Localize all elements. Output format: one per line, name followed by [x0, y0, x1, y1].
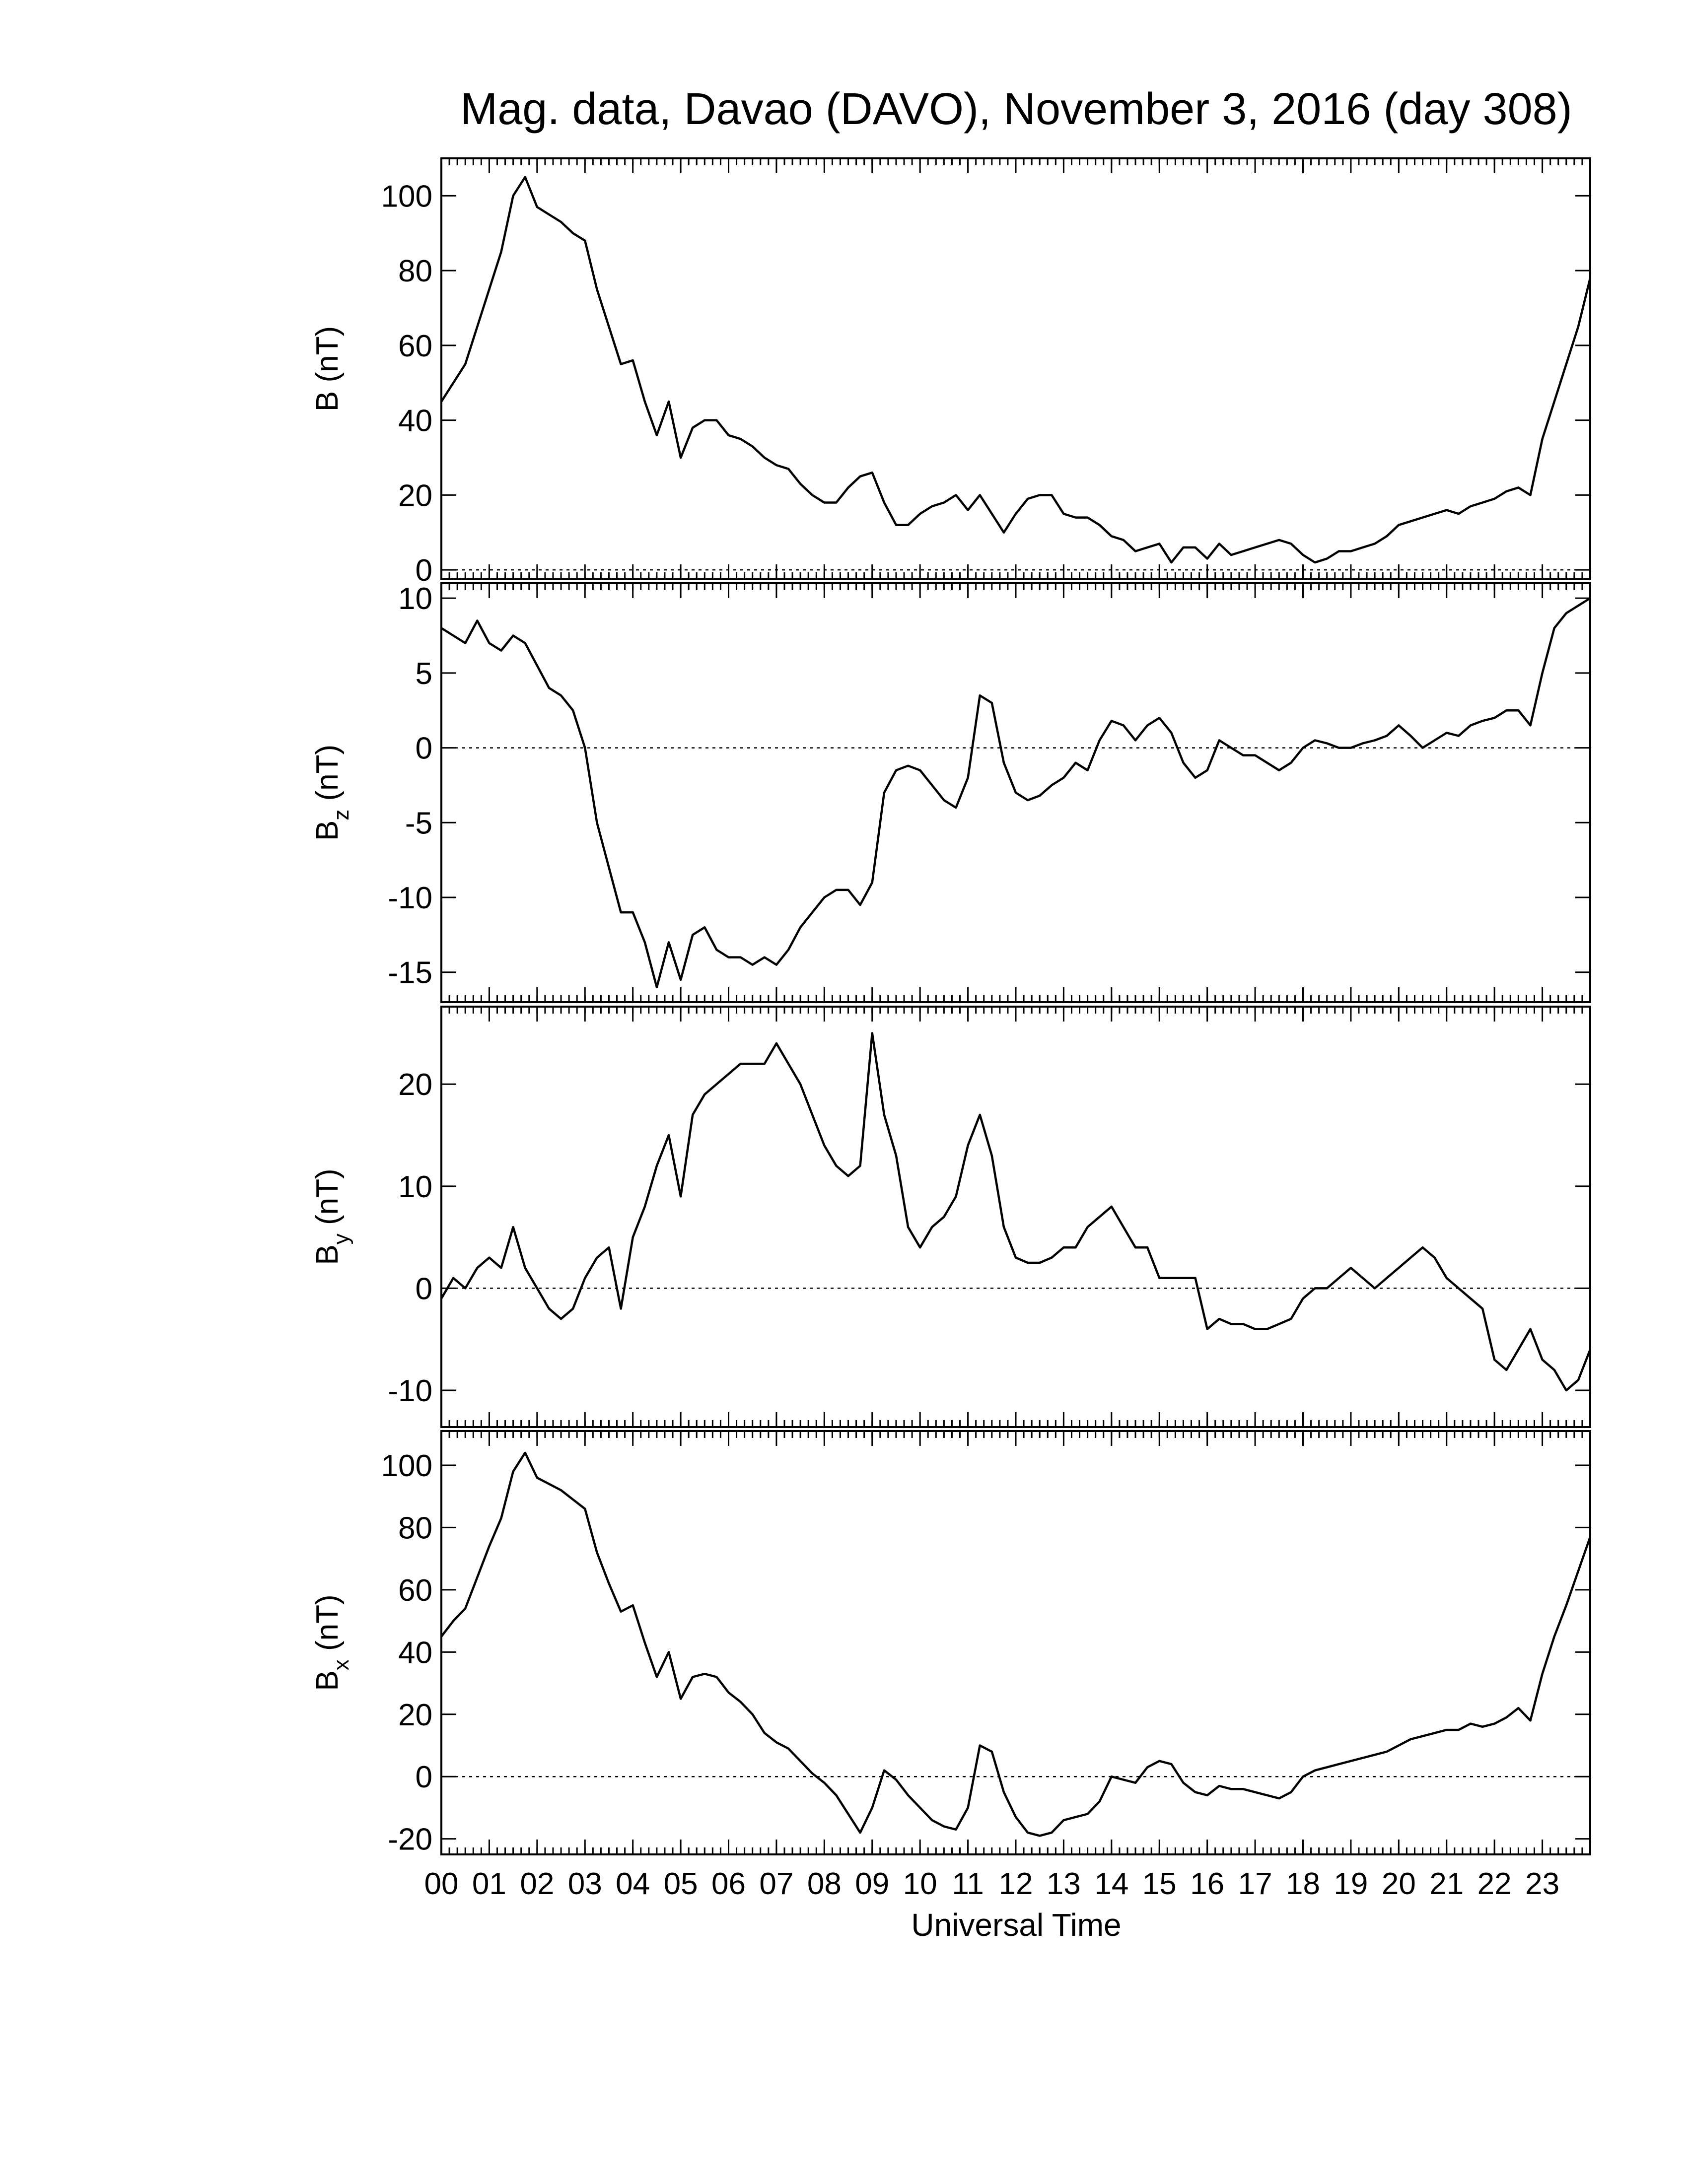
y-tick-label: 40 — [398, 404, 432, 438]
x-tick-label: 16 — [1190, 1867, 1224, 1901]
y-label-space — [310, 801, 345, 810]
x-tick-label: 23 — [1525, 1867, 1559, 1901]
data-line — [440, 176, 1592, 564]
y-label-unit: (nT) — [310, 1168, 345, 1225]
y-label-space — [310, 1225, 345, 1233]
x-tick-label: 14 — [1094, 1867, 1128, 1901]
chart-title: Mag. data, Davao (DAVO), November 3, 201… — [460, 84, 1572, 134]
y-tick-label: 20 — [398, 1068, 432, 1102]
y-tick-label: 100 — [381, 179, 432, 213]
x-tick-label: 12 — [999, 1867, 1033, 1901]
y-label-unit: (nT) — [310, 745, 345, 801]
y-tick-label: 60 — [398, 329, 432, 363]
x-tick-label: 17 — [1238, 1867, 1272, 1901]
y-tick-label: 20 — [398, 478, 432, 513]
plot-frame — [440, 157, 1591, 580]
y-label-main: B — [310, 391, 345, 411]
x-tick-label: 08 — [807, 1867, 842, 1901]
x-tick-label: 04 — [616, 1867, 650, 1901]
x-tick-label: 22 — [1477, 1867, 1512, 1901]
y-axis-label: Bz (nT) — [310, 745, 353, 841]
y-label-main: B — [310, 1670, 345, 1691]
x-tick-label: 01 — [472, 1867, 506, 1901]
y-tick-label: 20 — [398, 1698, 432, 1732]
y-label-space — [310, 383, 345, 391]
x-tick-label: 15 — [1142, 1867, 1177, 1901]
y-tick-label: 0 — [416, 1760, 432, 1794]
data-line — [440, 1451, 1592, 1837]
y-tick-label: 10 — [398, 582, 432, 616]
plot-frame — [440, 1430, 1591, 1855]
y-label-sub: x — [329, 1659, 353, 1670]
y-tick-label: -15 — [388, 956, 432, 990]
x-tick-label: 21 — [1429, 1867, 1464, 1901]
y-tick-label: 0 — [416, 732, 432, 766]
y-label-main: B — [310, 820, 345, 841]
data-line — [440, 597, 1591, 989]
x-tick-label: 07 — [759, 1867, 793, 1901]
y-tick-label: 0 — [416, 553, 432, 588]
x-tick-label: 19 — [1334, 1867, 1368, 1901]
y-tick-label: 100 — [381, 1449, 432, 1483]
y-tick-label: 0 — [416, 1272, 432, 1306]
x-tick-label: 06 — [711, 1867, 746, 1901]
x-axis-label: Universal Time — [911, 1907, 1121, 1943]
y-tick-label: 60 — [398, 1573, 432, 1608]
x-tick-label: 05 — [664, 1867, 698, 1901]
y-label-unit: (nT) — [310, 326, 345, 383]
x-tick-label: 13 — [1047, 1867, 1081, 1901]
y-tick-label: -10 — [388, 1374, 432, 1408]
y-axis-label: B (nT) — [310, 326, 345, 411]
y-tick-label: 40 — [398, 1636, 432, 1670]
x-tick-label: 10 — [903, 1867, 937, 1901]
x-tick-label: 11 — [952, 1867, 984, 1901]
x-tick-label: 00 — [424, 1867, 459, 1901]
y-tick-label: -20 — [388, 1823, 432, 1857]
y-axis-label: Bx (nT) — [310, 1594, 353, 1691]
x-tick-label: 18 — [1286, 1867, 1320, 1901]
y-tick-label: 5 — [416, 657, 432, 691]
y-tick-label: 80 — [398, 1511, 432, 1545]
x-tick-label: 02 — [520, 1867, 554, 1901]
x-tick-label: 09 — [855, 1867, 889, 1901]
y-tick-label: 80 — [398, 254, 432, 288]
y-label-unit: (nT) — [310, 1594, 345, 1651]
y-label-sub: z — [329, 810, 353, 820]
x-tick-label: 03 — [568, 1867, 602, 1901]
y-tick-label: -10 — [388, 881, 432, 915]
x-tick-label: 20 — [1382, 1867, 1416, 1901]
y-tick-label: 10 — [398, 1170, 432, 1204]
y-label-space — [310, 1651, 345, 1659]
y-tick-label: -5 — [405, 806, 432, 840]
y-label-main: B — [310, 1244, 345, 1265]
y-axis-label: By (nT) — [310, 1168, 353, 1265]
y-label-sub: y — [329, 1233, 353, 1244]
plot-frame — [440, 1006, 1591, 1428]
data-line — [440, 1032, 1592, 1392]
